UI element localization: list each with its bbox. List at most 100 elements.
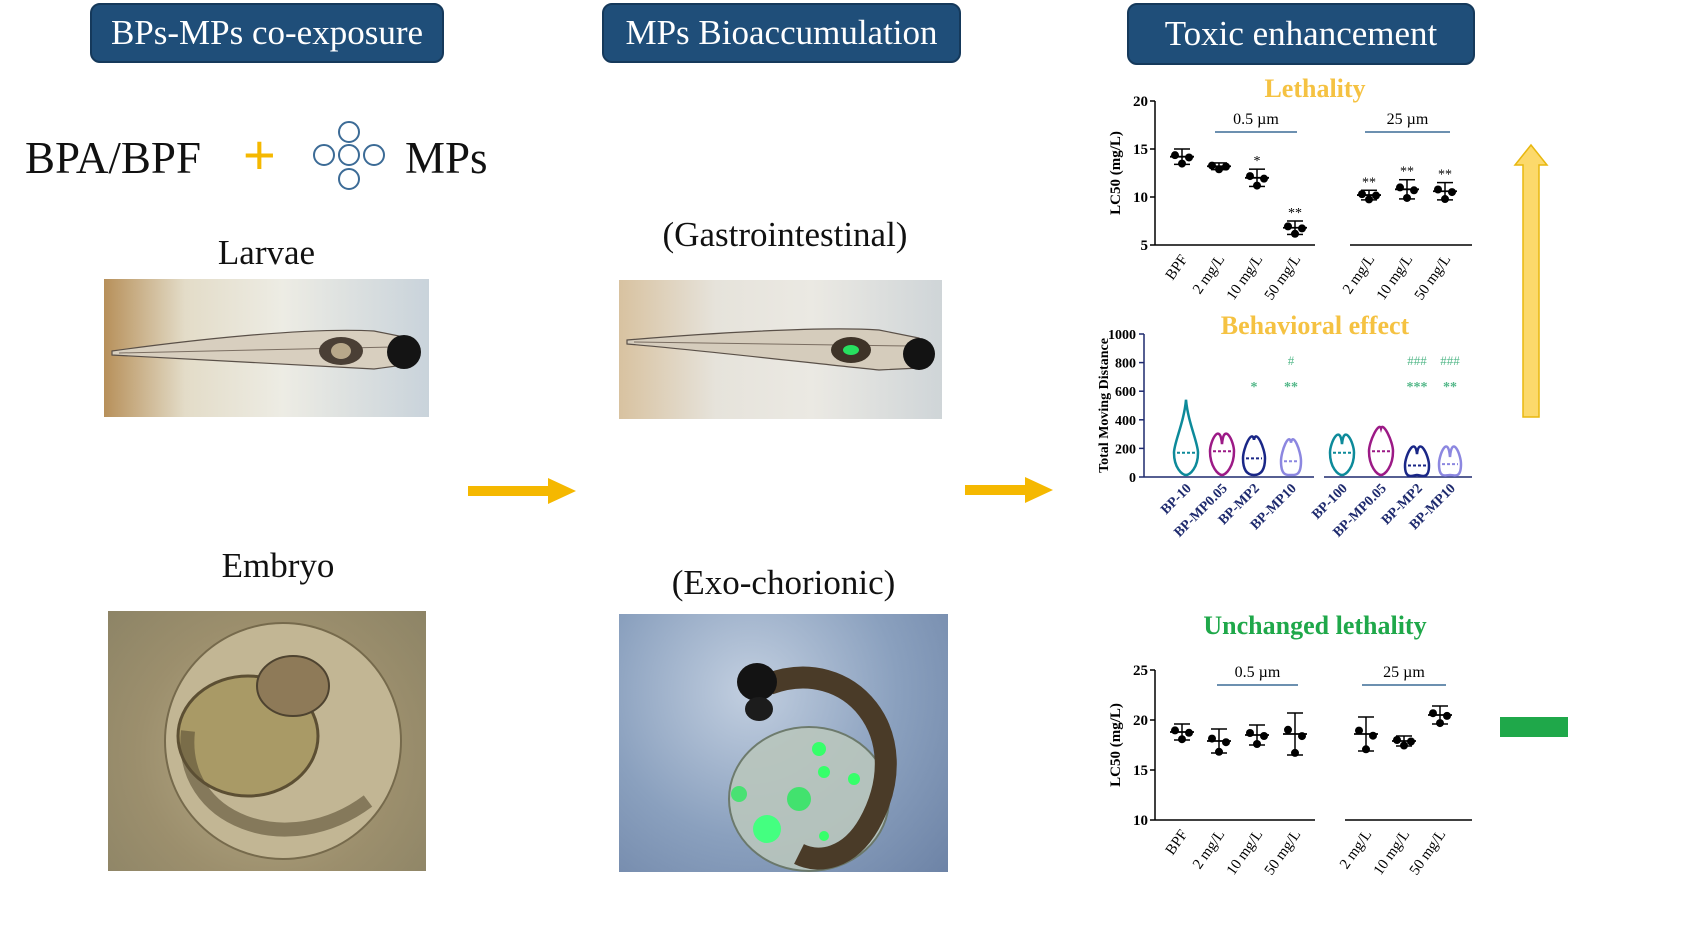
larvae-label: Larvae xyxy=(217,233,316,272)
x-tick-label: 50 mg/L xyxy=(1262,827,1305,878)
data-point xyxy=(1171,151,1179,160)
lethality-title: Lethality xyxy=(1264,74,1366,103)
y-tick-label: 0 xyxy=(1129,471,1136,486)
y-tick-label: 1000 xyxy=(1108,328,1136,343)
x-tick-label: BPF xyxy=(1163,252,1191,283)
significance-star: *** xyxy=(1407,380,1428,395)
data-point xyxy=(1246,729,1254,737)
data-point xyxy=(1396,183,1404,192)
gastrointestinal-label: (Gastrointestinal) xyxy=(662,215,908,254)
data-point xyxy=(1215,747,1223,756)
data-point xyxy=(1298,224,1306,233)
data-point xyxy=(1253,740,1261,748)
data-point xyxy=(1291,229,1299,238)
embryo-label: Embryo xyxy=(221,546,335,585)
group-label: 0.5 µm xyxy=(1233,111,1279,128)
y-axis-label: LC50 (mg/L) xyxy=(1108,703,1124,787)
bpa-bpf-label: BPA/BPF xyxy=(25,133,201,183)
data-point xyxy=(1178,159,1186,168)
data-point xyxy=(1208,161,1216,170)
data-point xyxy=(1260,732,1268,740)
violin-shape xyxy=(1437,445,1463,477)
larva-illustration xyxy=(111,329,421,370)
gastrointestinal-photo xyxy=(619,280,942,419)
significance-star: * xyxy=(1251,380,1258,395)
x-tick-label: 10 mg/L xyxy=(1224,827,1267,878)
data-point xyxy=(1208,734,1216,743)
y-tick-label: 25 xyxy=(1133,663,1148,679)
violin-shape xyxy=(1172,399,1200,477)
x-tick-label: 2 mg/L xyxy=(1190,252,1228,297)
data-point xyxy=(1393,736,1401,744)
enhancement-up-arrow xyxy=(1513,143,1549,418)
data-point xyxy=(1298,732,1306,741)
data-point xyxy=(1284,222,1292,231)
data-point xyxy=(1215,165,1223,174)
significance-star: ** xyxy=(1284,380,1298,395)
header-coexposure: BPs-MPs co-exposure xyxy=(90,3,444,63)
y-tick-label: 15 xyxy=(1133,763,1148,779)
y-tick-label: 20 xyxy=(1133,94,1148,110)
data-point xyxy=(1284,725,1292,734)
significance-mark: ** xyxy=(1400,165,1414,180)
data-point xyxy=(1372,191,1380,200)
y-tick-label: 400 xyxy=(1115,414,1136,429)
data-point xyxy=(1407,737,1415,746)
y-tick-label: 10 xyxy=(1133,190,1148,206)
arrow-right-1 xyxy=(468,478,576,504)
x-tick-label: BPF xyxy=(1163,827,1191,858)
larva-fluorescent-illustration xyxy=(626,328,935,371)
unchanged-bar xyxy=(1500,717,1568,737)
violin-shape xyxy=(1367,425,1395,477)
data-point xyxy=(1369,731,1377,740)
data-point xyxy=(1441,195,1449,204)
x-tick-label: 10 mg/L xyxy=(1374,252,1417,303)
y-axis-label: LC50 (mg/L) xyxy=(1108,131,1124,215)
y-tick-label: 600 xyxy=(1115,385,1136,400)
violin-shape xyxy=(1241,435,1267,477)
data-point xyxy=(1253,181,1261,190)
group-label: 0.5 µm xyxy=(1235,664,1281,681)
data-point xyxy=(1400,741,1408,750)
x-tick-label: 2 mg/L xyxy=(1337,827,1375,872)
larvae-photo xyxy=(104,279,429,417)
significance-mark: * xyxy=(1254,154,1261,169)
x-tick-label: 10 mg/L xyxy=(1224,252,1267,303)
data-point xyxy=(1443,711,1451,720)
violin-shape xyxy=(1279,438,1303,477)
exo-chorionic-label: (Exo-chorionic) xyxy=(671,563,896,602)
data-point xyxy=(1358,190,1366,199)
data-point xyxy=(1178,735,1186,744)
y-tick-label: 20 xyxy=(1133,713,1148,729)
significance-hash: ### xyxy=(1440,353,1460,368)
y-tick-label: 5 xyxy=(1141,238,1149,254)
data-point xyxy=(1410,186,1418,195)
y-axis-label: Total Moving Distance xyxy=(1097,338,1112,473)
embryo-fluorescent-illustration xyxy=(728,663,897,872)
data-point xyxy=(1448,188,1456,197)
x-tick-label: 2 mg/L xyxy=(1340,252,1378,297)
y-tick-label: 800 xyxy=(1115,357,1136,372)
significance-mark: ** xyxy=(1438,168,1452,183)
embryo-illustration xyxy=(164,622,402,860)
significance-mark: ** xyxy=(1362,175,1376,190)
violin-shape xyxy=(1208,432,1236,477)
data-point xyxy=(1434,185,1442,194)
data-point xyxy=(1362,745,1370,754)
arrow-right-2 xyxy=(965,477,1053,503)
violin-shape xyxy=(1403,445,1431,478)
data-point xyxy=(1260,174,1268,183)
significance-hash: ### xyxy=(1407,353,1427,368)
exo-chorionic-photo xyxy=(619,614,948,872)
plus-sign: + xyxy=(243,123,276,186)
data-point xyxy=(1355,726,1363,735)
data-point xyxy=(1246,172,1254,181)
unchanged-lethality-title: Unchanged lethality xyxy=(1203,611,1427,640)
mps-label: MPs xyxy=(405,133,488,183)
data-point xyxy=(1185,728,1193,737)
data-point xyxy=(1222,738,1230,747)
data-point xyxy=(1185,153,1193,162)
header-bioaccumulation: MPs Bioaccumulation xyxy=(602,3,961,63)
x-tick-label: 50 mg/L xyxy=(1262,252,1305,303)
header-toxic-enhancement: Toxic enhancement xyxy=(1127,3,1475,65)
